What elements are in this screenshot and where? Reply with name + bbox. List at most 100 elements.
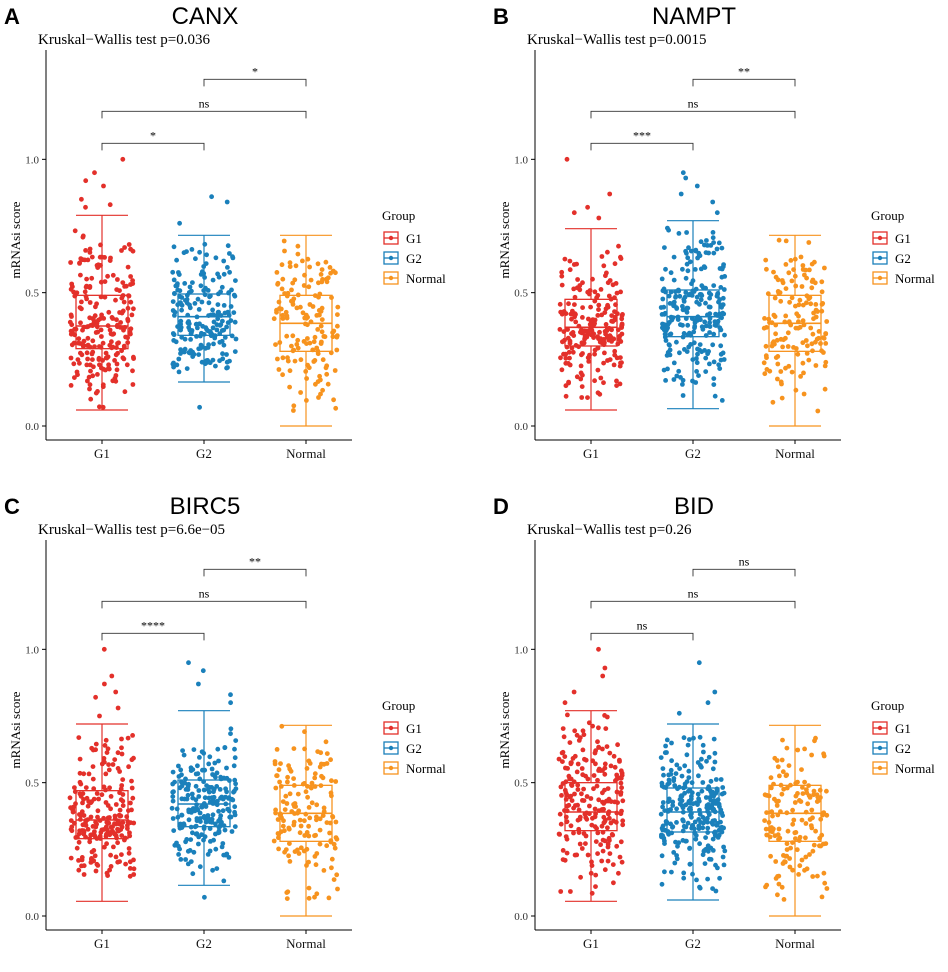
- data-point: [694, 369, 699, 374]
- data-point: [327, 265, 333, 270]
- data-point: [328, 757, 333, 763]
- data-point: [170, 794, 176, 799]
- data-point: [772, 295, 778, 301]
- data-point: [93, 741, 99, 747]
- data-point: [557, 811, 563, 817]
- data-point: [68, 312, 74, 318]
- data-point: [125, 735, 131, 741]
- data-point: [76, 839, 82, 845]
- data-point: [279, 262, 285, 268]
- data-point: [178, 351, 183, 356]
- data-point: [809, 752, 814, 758]
- data-point: [102, 294, 108, 300]
- data-point: [558, 355, 563, 361]
- data-point: [110, 272, 116, 278]
- data-point: [680, 817, 686, 823]
- data-point: [214, 327, 220, 333]
- data-point: [763, 343, 769, 349]
- data-point: [673, 294, 678, 300]
- data-point: [81, 872, 87, 877]
- data-point: [703, 369, 709, 374]
- data-point: [663, 378, 668, 383]
- data-point: [278, 761, 283, 766]
- data-point: [129, 785, 135, 791]
- data-point: [581, 340, 587, 346]
- data-point: [78, 272, 83, 278]
- data-point: [206, 761, 212, 767]
- data-point: [187, 302, 192, 308]
- data-point: [695, 802, 700, 807]
- bracket-line: [203, 78, 307, 87]
- data-point: [567, 267, 573, 273]
- data-point: [103, 350, 109, 356]
- data-point: [275, 280, 281, 286]
- data-point: [221, 258, 227, 264]
- data-point: [568, 889, 573, 894]
- data-point: [595, 390, 601, 396]
- data-point: [575, 787, 581, 792]
- data-point: [221, 852, 227, 858]
- data-point: [197, 864, 203, 870]
- data-point: [177, 846, 183, 852]
- data-point: [711, 250, 717, 256]
- data-point: [806, 240, 812, 245]
- data-point: [791, 817, 797, 823]
- data-point: [687, 259, 693, 265]
- data-point: [797, 297, 803, 303]
- legend-item-g1: G1: [872, 231, 911, 246]
- data-point: [764, 832, 770, 838]
- data-point: [322, 334, 328, 340]
- data-point: [106, 366, 112, 372]
- data-point: [719, 791, 725, 797]
- data-point: [211, 341, 216, 347]
- data-point: [207, 754, 213, 760]
- data-point: [707, 330, 712, 335]
- data-point: [557, 327, 563, 332]
- panel-B: B NAMPT Kruskal−Wallis test p=0.0015 0.0 0.5…: [493, 3, 935, 461]
- data-point: [324, 820, 330, 825]
- y-tick-label: 0.0: [514, 421, 528, 433]
- data-point: [114, 287, 120, 292]
- data-point: [776, 881, 782, 887]
- data-point: [710, 801, 716, 807]
- data-point: [618, 289, 623, 295]
- data-point: [90, 316, 96, 321]
- data-point: [210, 812, 216, 818]
- data-point: [178, 821, 183, 827]
- data-point: [282, 807, 288, 812]
- data-point: [80, 257, 85, 263]
- data-point: [183, 857, 189, 862]
- data-point: [565, 766, 570, 771]
- data-point: [693, 836, 699, 842]
- data-point: [660, 800, 666, 805]
- data-point: [791, 345, 796, 350]
- data-point: [91, 786, 97, 792]
- data-point: [707, 320, 712, 326]
- data-point: [277, 779, 282, 785]
- data-point: [323, 739, 329, 745]
- data-point: [576, 738, 582, 743]
- data-point: [596, 744, 601, 750]
- data-point: [824, 319, 830, 324]
- data-point: [306, 833, 312, 839]
- significance-label: *: [150, 128, 156, 142]
- data-point: [763, 826, 769, 832]
- data-point: [610, 832, 616, 838]
- data-point: [179, 307, 185, 313]
- data-point: [776, 290, 782, 296]
- data-point: [700, 825, 706, 831]
- data-point: [685, 820, 691, 826]
- data-point: [614, 772, 620, 778]
- data-point: [823, 359, 829, 365]
- data-point: [563, 360, 569, 366]
- data-point: [824, 886, 830, 891]
- data-point: [193, 771, 199, 777]
- data-point: [94, 321, 100, 326]
- data-point: [179, 302, 185, 308]
- data-point: [577, 841, 583, 847]
- data-point: [697, 811, 703, 817]
- data-point: [188, 859, 194, 864]
- data-point: [95, 389, 100, 394]
- outlier-point: [115, 705, 121, 711]
- data-point: [775, 874, 780, 879]
